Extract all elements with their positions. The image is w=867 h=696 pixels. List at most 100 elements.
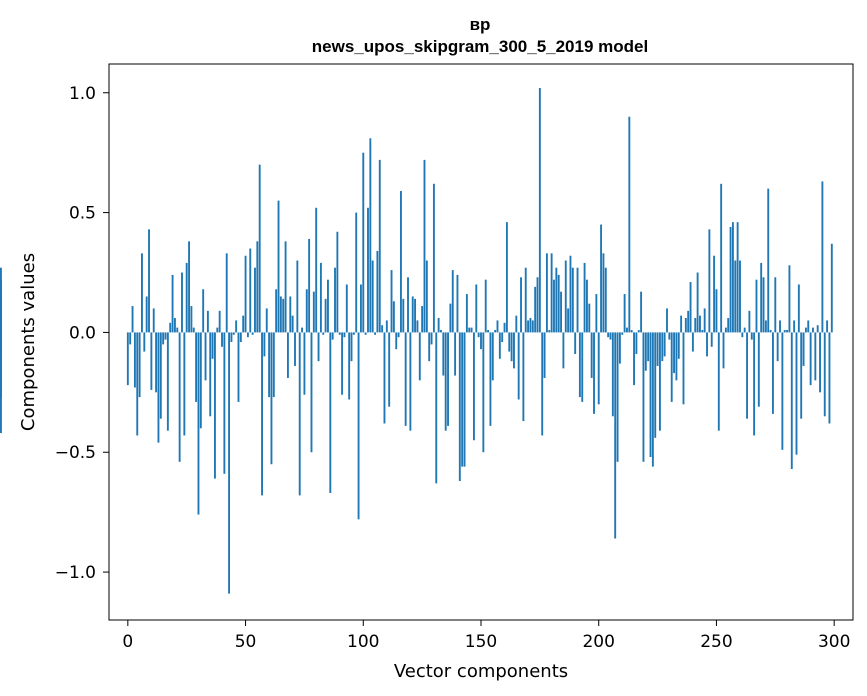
bar-component-291 <box>812 327 814 333</box>
bar-component-92 <box>343 332 346 338</box>
bar-component-66 <box>282 298 285 333</box>
bar-component-119 <box>407 277 409 333</box>
bar-component-112 <box>390 270 393 333</box>
bar-component-undefined <box>0 279 2 333</box>
bar-component-173 <box>534 286 537 333</box>
bar-component-145 <box>468 327 471 333</box>
bar-component-135 <box>444 332 447 431</box>
bar-component-38 <box>216 327 219 333</box>
x-tick-label: 100 <box>347 632 379 652</box>
bar-component-undefined <box>0 322 2 333</box>
bar-component-163 <box>510 332 513 362</box>
bar-component-24 <box>183 332 186 436</box>
y-tick-label: 0.5 <box>69 204 96 224</box>
bar-component-46 <box>235 320 238 333</box>
bar-component-63 <box>275 289 278 333</box>
bar-component-57 <box>261 332 263 496</box>
bar-component-64 <box>277 200 280 333</box>
bar-component-210 <box>621 332 624 335</box>
bar-component-194 <box>583 262 586 333</box>
bar-component-123 <box>416 320 419 333</box>
bar-component-281 <box>788 265 791 333</box>
bar-component-16 <box>164 332 167 340</box>
y-tick-label: −1.0 <box>55 563 96 583</box>
bar-component-165 <box>515 315 518 333</box>
bar-component-211 <box>623 294 626 333</box>
bar-component-228 <box>663 332 666 357</box>
bar-component-276 <box>776 332 779 362</box>
bar-component-137 <box>449 303 452 333</box>
bar-component-83 <box>322 332 325 335</box>
bar-component-212 <box>626 327 628 333</box>
x-tick-label: 250 <box>700 632 732 652</box>
bar-component-193 <box>581 332 584 402</box>
bar-component-30 <box>197 332 200 515</box>
bar-component-174 <box>536 277 539 333</box>
bar-component-226 <box>658 332 661 431</box>
bar-component-61 <box>270 332 273 465</box>
bar-component-153 <box>487 330 489 333</box>
bar-component-23 <box>181 272 183 333</box>
bar-component-290 <box>809 332 812 386</box>
bar-component-44 <box>230 332 233 342</box>
bar-component-134 <box>442 332 445 376</box>
bar-component-9 <box>148 229 150 333</box>
bar-component-105 <box>374 332 376 335</box>
bar-component-62 <box>272 332 275 398</box>
bar-component-236 <box>682 332 685 405</box>
bar-component-273 <box>769 330 772 333</box>
bar-component-81 <box>317 332 320 362</box>
bar-component-20 <box>173 318 176 333</box>
bar-component-103 <box>369 138 372 333</box>
bar-component-36 <box>211 332 214 359</box>
bar-component-125 <box>421 306 424 333</box>
bar-component-157 <box>496 320 499 333</box>
bar-component-233 <box>675 332 678 381</box>
bars-group <box>0 87 833 594</box>
bar-component-107 <box>378 159 381 333</box>
bar-component-217 <box>637 330 640 333</box>
bar-component-85 <box>327 279 329 333</box>
chart-title: вр <box>470 15 491 34</box>
bar-component-131 <box>435 332 438 484</box>
bar-component-295 <box>821 181 824 333</box>
bar-component-201 <box>600 224 603 333</box>
bar-component-220 <box>644 332 647 371</box>
bar-component-229 <box>666 308 668 333</box>
bar-component-111 <box>388 332 391 407</box>
bar-component-227 <box>661 332 664 362</box>
bar-component-169 <box>524 267 527 333</box>
bar-component-207 <box>614 332 617 539</box>
bar-component-undefined <box>0 332 2 434</box>
bar-component-55 <box>256 241 259 333</box>
bar-component-100 <box>362 152 365 333</box>
bar-component-84 <box>324 298 327 333</box>
bar-component-130 <box>432 183 435 333</box>
bar-component-undefined <box>0 332 2 345</box>
x-tick-label: 150 <box>465 632 497 652</box>
bar-component-15 <box>162 332 165 345</box>
y-axis-label: Components values <box>18 253 39 431</box>
bar-component-244 <box>701 330 704 333</box>
bar-component-265 <box>750 332 753 340</box>
bar-component-48 <box>239 332 242 342</box>
bar-component-272 <box>767 188 770 333</box>
bar-component-274 <box>772 332 774 414</box>
y-tick-label: 0.0 <box>69 323 96 343</box>
bar-component-203 <box>604 267 607 333</box>
bar-component-170 <box>527 320 530 333</box>
bar-component-99 <box>359 284 362 333</box>
bar-component-235 <box>680 315 683 333</box>
bar-component-242 <box>696 272 699 333</box>
x-tick-label: 300 <box>818 632 850 652</box>
bar-component-243 <box>699 315 701 333</box>
bar-component-223 <box>651 332 654 467</box>
bar-component-267 <box>755 279 758 333</box>
bar-component-18 <box>169 322 172 333</box>
bar-component-29 <box>195 332 198 402</box>
bar-component-167 <box>520 277 522 333</box>
bar-component-67 <box>284 241 287 333</box>
bar-component-138 <box>451 270 454 333</box>
bar-component-102 <box>367 207 369 333</box>
bar-component-108 <box>381 325 384 333</box>
